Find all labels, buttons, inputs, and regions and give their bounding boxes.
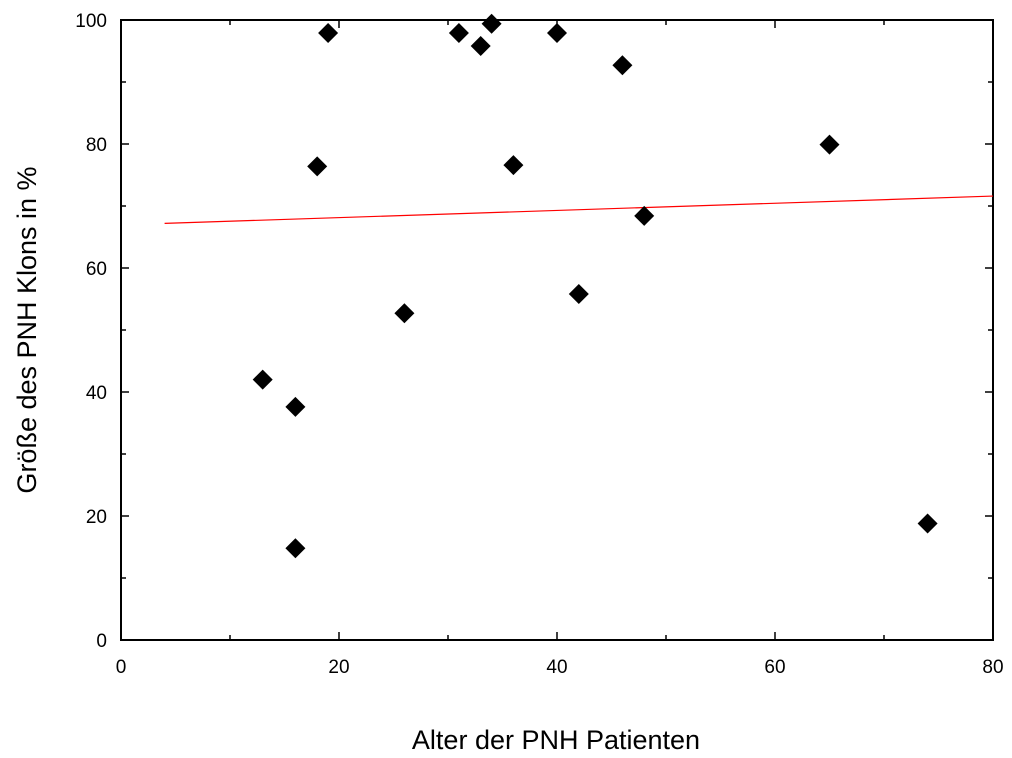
y-axis-title: Größe des PNH Klons in % <box>12 166 42 493</box>
y-tick-label: 80 <box>86 135 107 156</box>
y-tick-label: 60 <box>86 259 107 280</box>
x-tick-label: 80 <box>982 657 1003 678</box>
regression-line <box>164 195 994 224</box>
data-point-diamond <box>318 23 339 44</box>
y-tick-label: 100 <box>75 11 107 32</box>
data-point-diamond <box>252 369 273 390</box>
x-axis-title: Alter der PNH Patienten <box>412 725 700 755</box>
x-tick-label: 60 <box>764 657 785 678</box>
data-point-diamond <box>503 155 524 176</box>
data-point-diamond <box>307 156 328 177</box>
data-point-diamond <box>394 303 415 324</box>
data-point-diamond <box>470 36 491 57</box>
data-point-diamond <box>917 513 938 534</box>
x-tick-label: 0 <box>116 657 127 678</box>
data-point-diamond <box>448 23 469 44</box>
y-axis-ticks: 0 20 40 60 80 100 <box>75 11 993 652</box>
data-point-diamond <box>568 284 589 305</box>
x-axis-ticks: 0 20 40 60 80 <box>116 20 1004 678</box>
plot-frame <box>120 19 994 641</box>
data-point-diamond <box>634 205 655 226</box>
data-point-diamond <box>612 55 633 76</box>
data-point-diamond <box>285 538 306 559</box>
data-point-diamond <box>547 23 567 44</box>
data-point-diamond <box>481 13 502 34</box>
plot-area: 0 20 40 60 80 0 20 40 60 80 100 <box>75 11 1003 678</box>
x-tick-label: 40 <box>546 657 567 678</box>
y-tick-label: 20 <box>86 507 107 528</box>
x-tick-label: 20 <box>328 657 349 678</box>
y-tick-label: 40 <box>86 383 107 404</box>
y-tick-label: 0 <box>96 631 107 652</box>
data-point-diamond <box>285 396 306 417</box>
data-point-diamond <box>819 134 840 155</box>
data-points <box>252 13 938 559</box>
